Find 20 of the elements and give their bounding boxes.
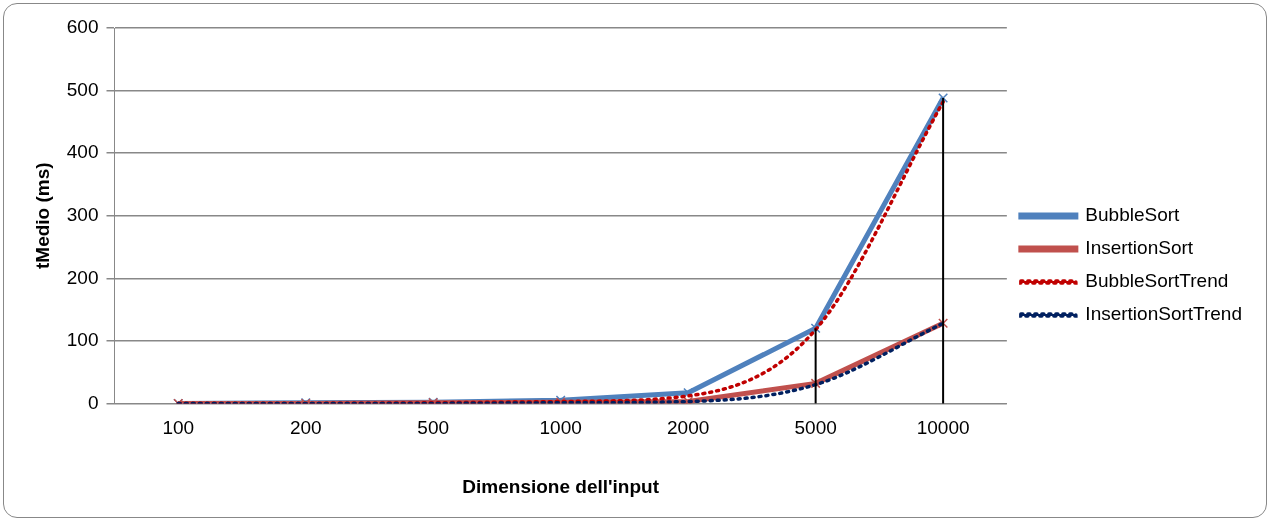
y-tick-label: 100 <box>66 329 99 351</box>
legend-label: BubbleSort <box>1085 204 1181 226</box>
y-tick-label: 400 <box>66 141 99 163</box>
y-axis-title: tMedio (ms) <box>31 162 53 269</box>
x-tick-label: 10000 <box>916 417 970 439</box>
y-tick-label: 0 <box>87 391 99 413</box>
x-tick-label: 5000 <box>794 417 837 439</box>
x-tick-label: 200 <box>289 417 322 439</box>
y-tick-label: 200 <box>66 266 99 288</box>
x-tick-label: 1000 <box>539 417 582 439</box>
y-tick-label: 500 <box>66 78 99 100</box>
y-tick-label: 600 <box>66 16 99 38</box>
x-tick-label: 2000 <box>667 417 710 439</box>
legend-label: InsertionSort <box>1085 237 1194 259</box>
x-axis-title: Dimensione dell'input <box>462 475 660 497</box>
x-tick-label: 100 <box>162 417 195 439</box>
legend-label: BubbleSortTrend <box>1085 270 1229 292</box>
legend-label: InsertionSortTrend <box>1085 303 1243 325</box>
y-tick-label: 300 <box>66 203 99 225</box>
x-tick-label: 500 <box>417 417 450 439</box>
